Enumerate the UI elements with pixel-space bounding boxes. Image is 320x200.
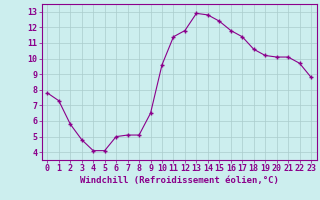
X-axis label: Windchill (Refroidissement éolien,°C): Windchill (Refroidissement éolien,°C) bbox=[80, 176, 279, 185]
